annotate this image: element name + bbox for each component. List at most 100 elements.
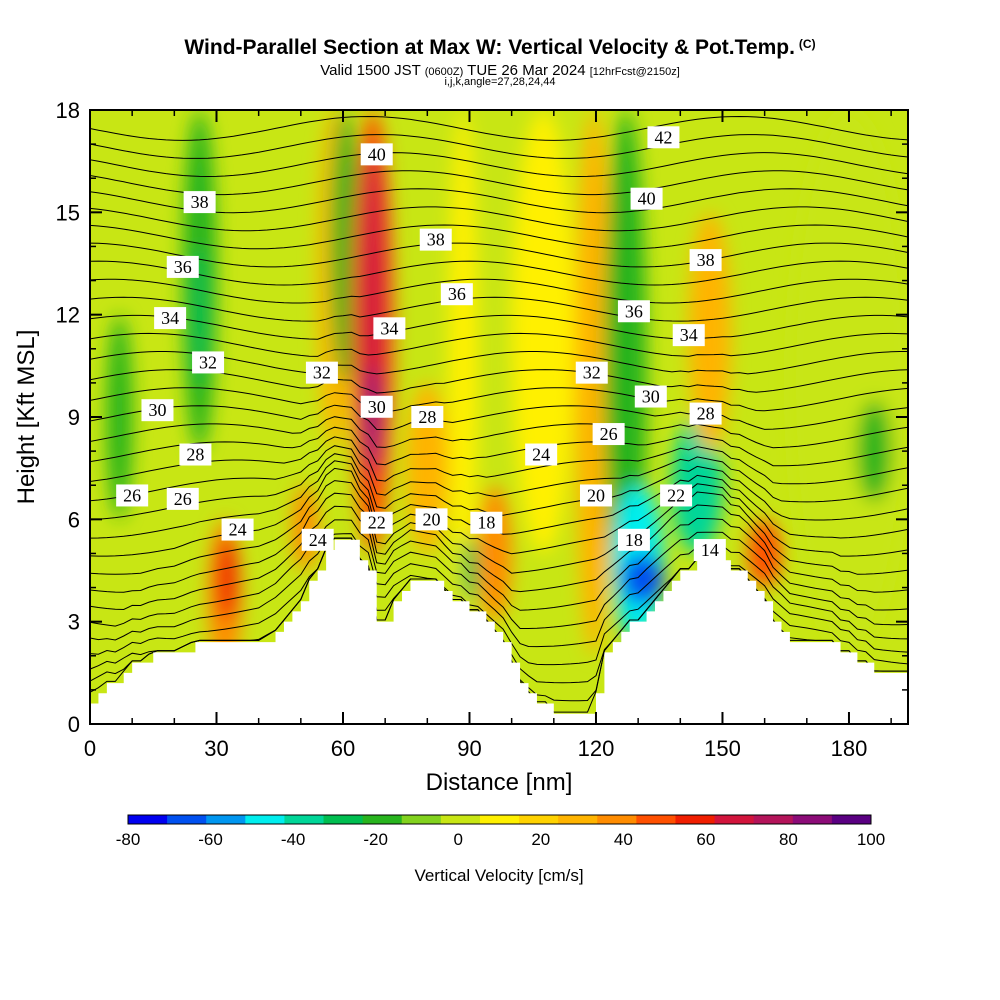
isentrope-line [90, 436, 908, 485]
isentrope-label: 36 [166, 255, 199, 278]
isentrope-label: 38 [689, 249, 722, 272]
isentrope-label: 40 [360, 143, 393, 166]
isentrope-line [90, 505, 908, 611]
colorbar-swatch [440, 815, 481, 824]
isentrope-label-text: 24 [229, 520, 247, 540]
chart-subtitle: Valid 1500 JST (0600Z) TUE 26 Mar 2024 [… [0, 62, 1000, 79]
colorbar-title: Vertical Velocity [cm/s] [414, 866, 583, 885]
isentrope-line [90, 152, 908, 178]
isentrope-labels: 38 36 34 32 30 28 26 26 24 24 22 20 18 32 30 28 34 36 38 40… [116, 126, 726, 562]
velocity-cell [789, 110, 908, 656]
isentrope-label: 22 [660, 484, 693, 507]
isentrope-label-text: 38 [697, 250, 715, 270]
x-axis: 0 30 60 90 120 150 180 [84, 110, 892, 761]
y-axis-title: Height [Kft MSL] [13, 330, 40, 505]
terrain-mask [90, 539, 908, 724]
isentrope-label-text: 14 [701, 540, 719, 560]
isentrope-label-text: 26 [600, 424, 618, 444]
isentrope-label: 38 [419, 228, 452, 251]
subtitle-utc: (0600Z) [424, 66, 464, 78]
isentrope-label: 30 [141, 399, 174, 422]
isentrope-line [90, 537, 908, 666]
y-tick-label: 18 [56, 98, 80, 123]
colorbar-frame [127, 814, 872, 825]
subtitle-run: [12hrFcst@2150z] [589, 66, 680, 78]
x-tick-label: 180 [831, 736, 868, 761]
isentrope-label: 42 [647, 126, 680, 149]
isentrope-line [90, 314, 908, 340]
isentrope-label-text: 32 [199, 352, 217, 372]
chart-params: i,j,k,angle=27,28,24,44 [444, 76, 556, 88]
isentrope-line [90, 519, 908, 629]
x-axis-title: Distance [nm] [426, 769, 573, 796]
isentrope-line [90, 170, 908, 196]
colorbar-swatch [558, 815, 598, 824]
isentrope-label-text: 28 [418, 407, 436, 427]
x-tick-label: 90 [457, 736, 481, 761]
isentrope-label: 40 [630, 187, 663, 210]
isentrope-label-text: 36 [448, 284, 466, 304]
colorbar-swatch [597, 815, 637, 824]
isentrope-label: 20 [415, 508, 448, 531]
isentrope-label: 34 [672, 324, 705, 347]
colorbar: -80 -60 -40 -20 0 20 40 60 80 100 [116, 814, 885, 849]
isentrope-line [90, 134, 908, 159]
isentrope-line [90, 296, 908, 322]
isentrope-label-text: 32 [583, 363, 601, 383]
isentrope-label: 24 [525, 443, 558, 466]
velocity-cell [477, 485, 512, 622]
isentrope-label: 26 [116, 484, 149, 507]
y-tick-label: 6 [68, 507, 80, 532]
isentrope-label-text: 20 [587, 485, 605, 505]
isentrope-label-text: 36 [174, 257, 192, 277]
isentrope-label: 14 [693, 539, 726, 562]
isentrope-label-text: 38 [191, 192, 209, 212]
isentrope-label: 24 [221, 518, 254, 541]
y-tick-label: 12 [56, 303, 80, 328]
colorbar-swatch [362, 815, 403, 824]
colorbar-swatch [284, 815, 325, 824]
x-tick-label: 150 [704, 736, 741, 761]
isentrope-label-text: 34 [380, 318, 398, 338]
isentrope-label-text: 34 [680, 325, 698, 345]
isentrope-label-text: 28 [697, 404, 715, 424]
x-tick-label: 120 [578, 736, 615, 761]
isentrope-label: 26 [592, 423, 625, 446]
isentrope-label-text: 24 [532, 445, 550, 465]
chart-title-units: (C) [798, 37, 816, 51]
y-tick-label: 9 [68, 405, 80, 430]
colorbar-swatch [792, 815, 833, 824]
isentrope-line [90, 404, 908, 431]
subtitle-date: TUE 26 Mar 2024 [467, 62, 586, 79]
isentrope-label-text: 32 [313, 363, 331, 383]
colorbar-tick-label: 60 [696, 830, 715, 849]
x-tick-label: 60 [331, 736, 355, 761]
isentrope-label: 28 [689, 402, 722, 425]
isentrope-label: 26 [166, 487, 199, 510]
colorbar-swatch [753, 815, 794, 824]
isentrope-line [90, 416, 908, 449]
velocity-cell [461, 536, 478, 605]
isentrope-line [90, 351, 908, 375]
colorbar-swatch [636, 815, 676, 824]
colorbar-swatch [519, 815, 559, 824]
isentrope-label-text: 30 [148, 400, 166, 420]
isentrope-line [90, 188, 908, 214]
isentrope-label: 38 [183, 191, 216, 214]
velocity-cell [216, 536, 238, 622]
isentrope-line [90, 387, 908, 413]
isentrope-label: 34 [154, 307, 187, 330]
isentrope-label-text: 36 [625, 301, 643, 321]
chart-title-text: Wind-Parallel Section at Max W: Vertical… [184, 36, 795, 59]
y-tick-label: 0 [68, 712, 80, 737]
velocity-cell [511, 110, 575, 554]
colorbar-tick-label: 20 [531, 830, 550, 849]
chart-title: Wind-Parallel Section at Max W: Vertical… [0, 36, 1000, 60]
isentrope-label-text: 18 [625, 530, 643, 550]
isentrope-label: 36 [440, 283, 473, 306]
isentrope-label: 36 [617, 300, 650, 323]
colorbar-tick-label: 40 [614, 830, 633, 849]
isentrope-label: 18 [617, 528, 650, 551]
colorbar-swatch [831, 815, 872, 824]
